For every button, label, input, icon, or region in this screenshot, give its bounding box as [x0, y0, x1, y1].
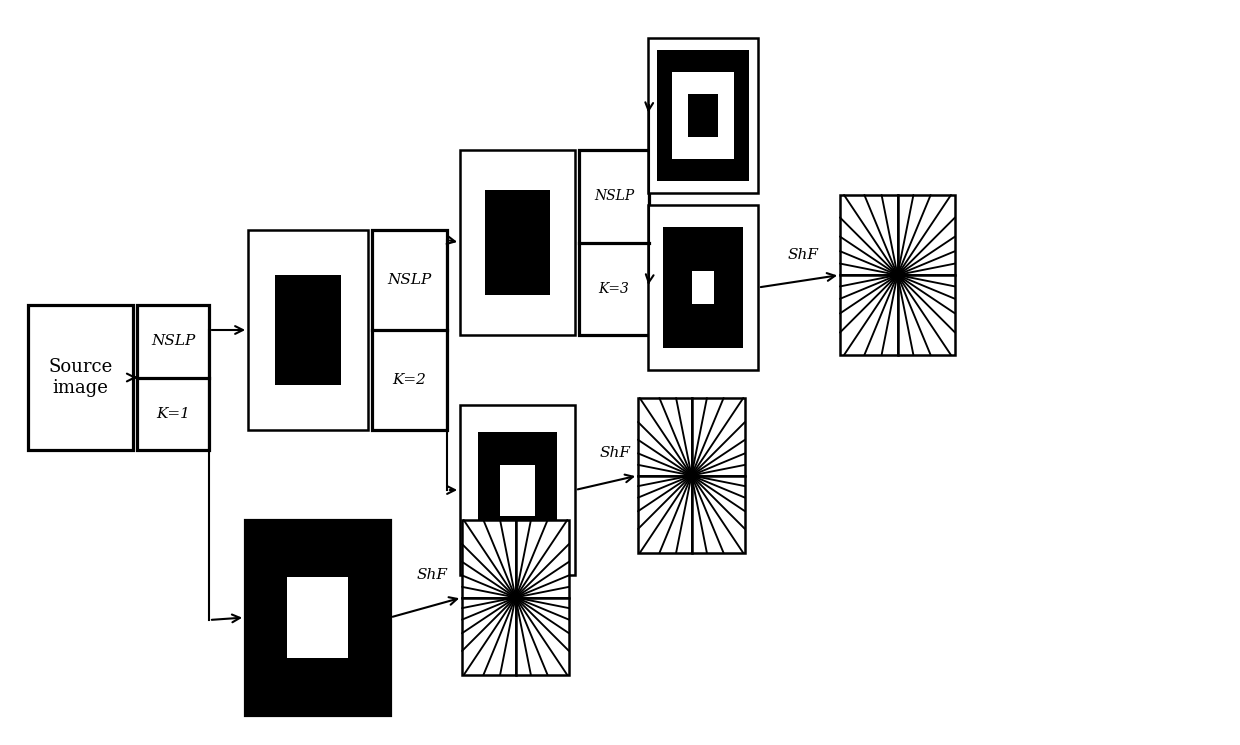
- Text: K=1: K=1: [156, 407, 190, 421]
- Bar: [657, 51, 749, 180]
- Bar: [500, 464, 534, 516]
- Bar: [839, 195, 955, 355]
- Bar: [639, 398, 745, 553]
- Bar: [246, 520, 391, 715]
- Bar: [286, 577, 348, 659]
- Bar: [672, 72, 734, 159]
- Text: ShF: ShF: [787, 247, 818, 261]
- Bar: [688, 94, 718, 137]
- Bar: [649, 38, 758, 193]
- Bar: [692, 271, 714, 304]
- Text: ShF: ShF: [599, 446, 630, 460]
- Text: Source
image: Source image: [48, 358, 113, 397]
- Bar: [29, 305, 133, 450]
- Text: NSLP: NSLP: [387, 273, 432, 287]
- Bar: [275, 275, 341, 385]
- Bar: [463, 520, 569, 675]
- Bar: [579, 150, 649, 335]
- Bar: [479, 432, 557, 548]
- Text: NSLP: NSLP: [151, 335, 195, 348]
- Bar: [460, 150, 575, 335]
- Text: ShF: ShF: [417, 568, 448, 582]
- Bar: [663, 227, 743, 348]
- Bar: [485, 190, 551, 295]
- Text: K=3: K=3: [599, 282, 630, 296]
- Bar: [136, 305, 210, 450]
- Text: K=2: K=2: [393, 373, 427, 387]
- Bar: [649, 205, 758, 370]
- Text: NSLP: NSLP: [594, 189, 634, 203]
- Bar: [248, 230, 368, 430]
- Bar: [372, 230, 446, 430]
- Bar: [460, 405, 575, 575]
